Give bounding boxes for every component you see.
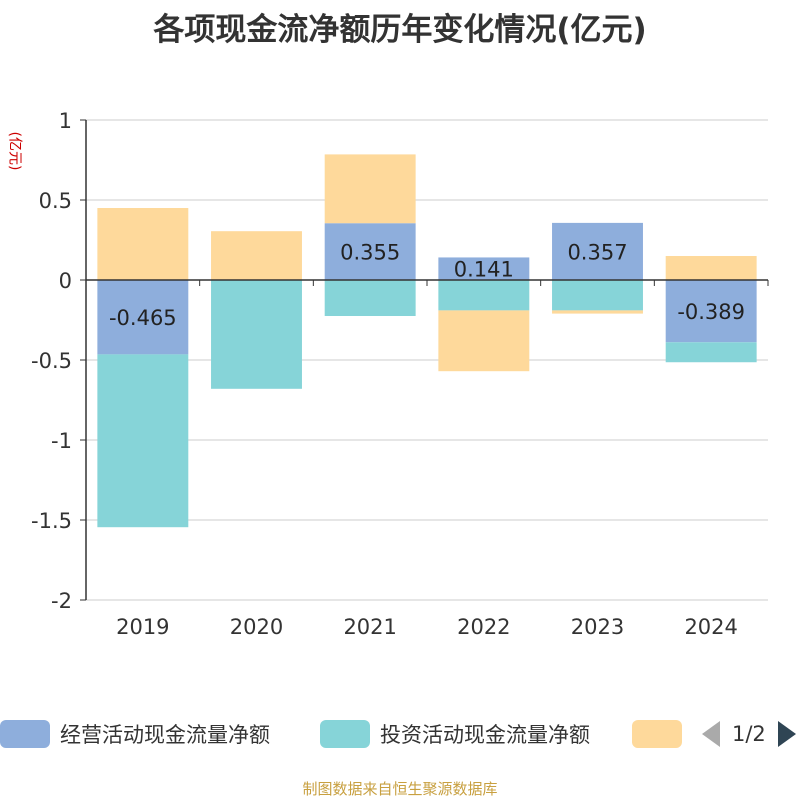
bar-series2-2020	[211, 231, 302, 280]
legend-label-operating: 经营活动现金流量净额	[60, 723, 270, 747]
bar-series1-2020	[211, 280, 302, 389]
bar-series2-2023	[552, 310, 643, 314]
bar-series2-2022	[438, 310, 530, 372]
bar-series0-2022	[438, 257, 530, 280]
legend-swatch-operating	[0, 720, 50, 748]
bar-series0-2021	[324, 223, 416, 280]
legend-item-operating[interactable]: 经营活动现金流量净额	[0, 716, 270, 752]
x-tick-label-2022: 2022	[457, 615, 510, 639]
legend-swatch-financing	[632, 720, 682, 748]
bar-series1-2022	[438, 280, 530, 311]
bar-series1-2023	[552, 280, 643, 311]
y-tick-label-1: 0.5	[39, 189, 72, 213]
bar-series0-2024	[665, 280, 757, 343]
y-tick-label-6: -2	[51, 589, 72, 613]
x-tick-label-2023: 2023	[571, 615, 624, 639]
bar-series1-2019	[97, 354, 189, 528]
chart-plot: 1 0.5 0 -0.5 -1 -1.5 -2 -0.465 0.355 0.141 0.357 -0…	[31, 109, 769, 639]
legend-swatch-investing	[320, 720, 370, 748]
y-tick-label-4: -1	[51, 429, 72, 453]
bar-series2-2024	[665, 256, 757, 280]
data-label-2021: 0.355	[340, 241, 400, 265]
y-tick-label-2: 0	[59, 269, 72, 293]
y-tick-label-3: -0.5	[31, 349, 72, 373]
data-label-2022: 0.141	[454, 258, 514, 282]
bar-series2-2021	[324, 154, 416, 224]
x-tick-label-2020: 2020	[230, 615, 283, 639]
legend-page-indicator: 1/2	[732, 722, 766, 746]
chart-title: 各项现金流净额历年变化情况(亿元)	[153, 12, 647, 48]
x-tick-label-2019: 2019	[116, 615, 169, 639]
legend-item-financing[interactable]	[632, 716, 692, 752]
x-tick-label-2021: 2021	[343, 615, 396, 639]
bar-series2-2019	[97, 208, 189, 280]
legend-item-investing[interactable]: 投资活动现金流量净额	[320, 716, 590, 752]
legend-label-investing: 投资活动现金流量净额	[380, 723, 590, 747]
bar-series0-2019	[97, 280, 189, 355]
legend-pager: 1/2	[702, 716, 796, 752]
bar-series0-2023	[552, 222, 643, 280]
data-source: 制图数据来自恒生聚源数据库	[302, 780, 498, 798]
bar-series1-2024	[665, 342, 757, 363]
legend: 经营活动现金流量净额 投资活动现金流量净额 1/2	[0, 716, 800, 752]
legend-prev-icon[interactable]	[702, 721, 720, 747]
x-tick-label-2024: 2024	[684, 615, 737, 639]
data-label-2023: 0.357	[567, 240, 627, 264]
data-label-2019: -0.465	[109, 306, 177, 330]
data-label-2024: -0.389	[677, 300, 745, 324]
bar-series1-2021	[324, 280, 416, 316]
y-tick-label-5: -1.5	[31, 509, 72, 533]
legend-next-icon[interactable]	[777, 721, 796, 747]
y-tick-label-0: 1	[59, 109, 72, 133]
